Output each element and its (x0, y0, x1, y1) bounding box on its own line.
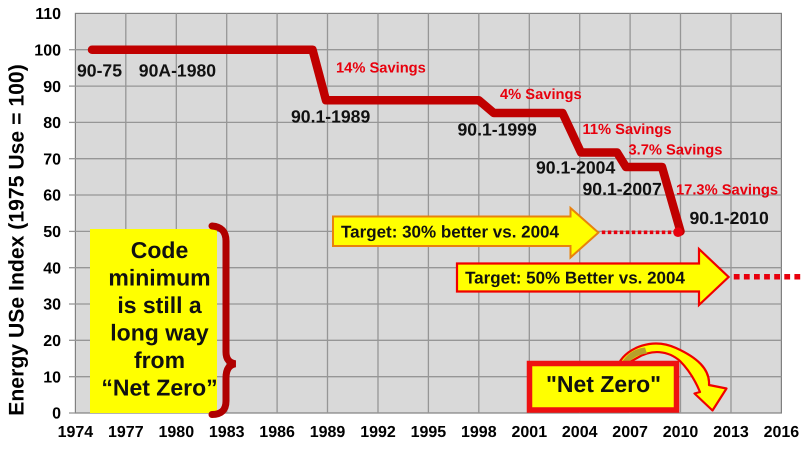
svg-text:2016: 2016 (764, 424, 800, 441)
svg-text:20: 20 (43, 333, 61, 350)
svg-text:40: 40 (43, 260, 61, 277)
svg-text:1980: 1980 (159, 424, 195, 441)
svg-text:1974: 1974 (58, 424, 94, 441)
svg-text:1992: 1992 (360, 424, 396, 441)
svg-text:from: from (134, 347, 185, 373)
svg-text:11% Savings: 11% Savings (583, 122, 672, 138)
svg-text:2004: 2004 (562, 424, 598, 441)
svg-text:1977: 1977 (108, 424, 144, 441)
svg-text:Energy USe Index (1975 Use = 1: Energy USe Index (1975 Use = 100) (6, 64, 29, 416)
svg-text:3.7% Savings: 3.7% Savings (629, 143, 723, 159)
svg-text:30: 30 (43, 297, 61, 314)
svg-text:0: 0 (52, 406, 61, 423)
svg-text:1989: 1989 (310, 424, 346, 441)
svg-text:2007: 2007 (612, 424, 648, 441)
svg-text:2013: 2013 (713, 424, 749, 441)
svg-text:minimum: minimum (108, 265, 210, 291)
svg-text:110: 110 (35, 6, 61, 23)
svg-text:50: 50 (43, 224, 61, 241)
svg-text:1995: 1995 (411, 424, 447, 441)
svg-text:14% Savings: 14% Savings (336, 61, 426, 77)
svg-text:long way: long way (110, 320, 209, 346)
svg-text:100: 100 (34, 42, 61, 59)
svg-text:1986: 1986 (259, 424, 295, 441)
svg-text:2010: 2010 (663, 424, 699, 441)
svg-text:90A-1980: 90A-1980 (139, 60, 216, 80)
svg-text:Code: Code (131, 237, 189, 263)
svg-text:“Net Zero”: “Net Zero” (101, 375, 217, 401)
svg-text:Target: 50% Better vs. 2004: Target: 50% Better vs. 2004 (465, 269, 685, 288)
svg-text:70: 70 (43, 151, 61, 168)
svg-text:60: 60 (43, 188, 61, 205)
svg-text:2001: 2001 (512, 424, 548, 441)
svg-text:4% Savings: 4% Savings (500, 87, 582, 103)
svg-text:"Net Zero": "Net Zero" (546, 371, 661, 397)
svg-text:90.1-2004: 90.1-2004 (536, 158, 615, 178)
svg-text:Target: 30% better vs. 2004: Target: 30% better vs. 2004 (341, 223, 559, 242)
svg-text:17.3% Savings: 17.3% Savings (676, 183, 778, 199)
svg-text:90.1-2007: 90.1-2007 (583, 179, 662, 199)
svg-text:1983: 1983 (209, 424, 245, 441)
svg-text:90.1-2010: 90.1-2010 (690, 208, 769, 228)
svg-text:is still a: is still a (117, 292, 202, 318)
svg-text:90-75: 90-75 (77, 60, 122, 80)
svg-text:80: 80 (43, 115, 61, 132)
svg-text:10: 10 (43, 369, 61, 386)
svg-text:1998: 1998 (461, 424, 497, 441)
svg-text:90: 90 (43, 79, 61, 96)
svg-text:90.1-1999: 90.1-1999 (458, 120, 537, 140)
svg-text:90.1-1989: 90.1-1989 (291, 106, 370, 126)
